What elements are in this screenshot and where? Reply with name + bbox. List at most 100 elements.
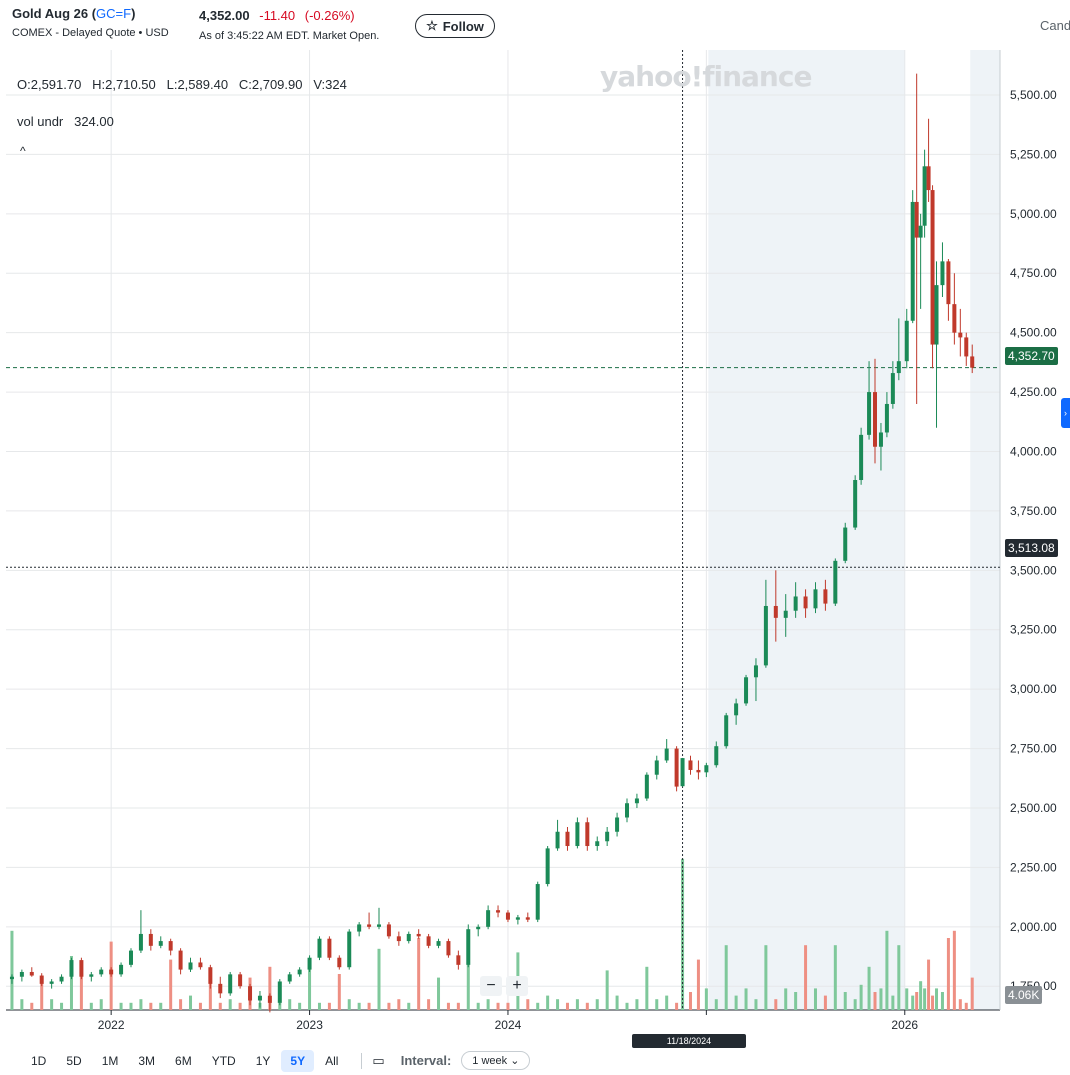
volume-bar xyxy=(159,1002,163,1010)
candle-body xyxy=(753,665,758,678)
exchange-info: COMEX - Delayed Quote • USD xyxy=(12,27,169,39)
volume-bar xyxy=(919,981,923,1010)
candle-body xyxy=(926,166,931,191)
volume-bar xyxy=(595,999,599,1010)
candle-body xyxy=(277,981,282,1003)
last-price: 4,352.00 xyxy=(199,8,250,23)
volume-bar xyxy=(688,992,692,1010)
watermark-logo: yahoo!finance xyxy=(600,60,812,93)
range-button-1y[interactable]: 1Y xyxy=(255,1053,271,1068)
range-button-1m[interactable]: 1M xyxy=(101,1053,119,1068)
range-button-1d[interactable]: 1D xyxy=(31,1053,47,1068)
candle-body xyxy=(565,831,570,847)
candle-body xyxy=(119,964,124,975)
range-toolbar: 1D 5D 1M 3M 6M YTD 1Y 5Y All ▭ Interval: 1 week … xyxy=(0,1046,1070,1075)
collapse-legend-button[interactable]: ^ xyxy=(20,144,26,158)
range-button-all[interactable]: All xyxy=(325,1053,339,1068)
y-tick-label: 5,500.00 xyxy=(1010,88,1057,102)
candle-body xyxy=(867,392,872,435)
volume-bar xyxy=(466,956,470,1010)
volume-bar xyxy=(129,1002,133,1010)
volume-bar xyxy=(635,999,639,1010)
y-tick-label: 3,250.00 xyxy=(1010,623,1057,637)
zoom-in-button[interactable]: + xyxy=(506,976,528,996)
volume-bar xyxy=(417,938,421,1010)
candle-body xyxy=(914,201,919,238)
volume-bar xyxy=(724,945,728,1010)
candle-body xyxy=(287,974,292,982)
candle-body xyxy=(946,261,951,305)
range-button-3m[interactable]: 3M xyxy=(138,1053,156,1068)
range-button-6m[interactable]: 6M xyxy=(175,1053,192,1068)
volume-bar xyxy=(605,970,609,1010)
volume-bar xyxy=(885,930,889,1010)
candle-body xyxy=(59,976,64,982)
volume-bar xyxy=(704,988,708,1010)
candle-body xyxy=(964,337,969,357)
volume-bar xyxy=(764,945,768,1010)
toolbar-divider xyxy=(361,1052,363,1069)
volume-bar xyxy=(317,1002,321,1010)
volume-bar xyxy=(873,992,877,1010)
follow-button[interactable]: ☆ Follow xyxy=(415,14,495,38)
volume-bar xyxy=(238,1002,242,1010)
volume-bar xyxy=(879,988,883,1010)
candle-body xyxy=(696,769,701,773)
shaded-range xyxy=(708,50,905,1010)
volume-bar xyxy=(60,1002,64,1010)
interval-select[interactable]: 1 week ⌄ xyxy=(461,1051,531,1070)
volume-bar xyxy=(89,1002,93,1010)
candle-body xyxy=(970,356,975,368)
volume-bar xyxy=(675,1002,679,1010)
y-tick-label: 4,750.00 xyxy=(1010,266,1057,280)
candle-body xyxy=(859,434,864,481)
candle-body xyxy=(878,432,883,447)
range-button-5y[interactable]: 5Y xyxy=(281,1049,315,1072)
volume-bar xyxy=(833,945,837,1010)
y-tick-label: 2,750.00 xyxy=(1010,742,1057,756)
volume-bar xyxy=(575,999,579,1010)
volume-bar xyxy=(357,1002,361,1010)
candle-body xyxy=(930,190,935,345)
candle-body xyxy=(446,941,451,956)
quote-header: Gold Aug 26 (GC=F) COMEX - Delayed Quote… xyxy=(0,0,1070,50)
volume-bar xyxy=(615,995,619,1010)
volume-bar xyxy=(288,999,292,1010)
candle-body xyxy=(148,933,153,946)
price-chart[interactable]: 1,750.002,000.002,250.002,500.002,750.00… xyxy=(0,0,1070,1050)
instrument-symbol[interactable]: GC=F xyxy=(96,6,132,21)
volume-bar xyxy=(169,959,173,1010)
calendar-icon[interactable]: ▭ xyxy=(372,1052,385,1068)
volume-bar xyxy=(744,988,748,1010)
volume-bar xyxy=(911,995,915,1010)
volume-bar xyxy=(754,999,758,1010)
volume-bar xyxy=(228,999,232,1010)
y-tick-label: 4,250.00 xyxy=(1010,385,1057,399)
candle-body xyxy=(714,746,719,766)
range-button-ytd[interactable]: YTD xyxy=(211,1053,236,1068)
candle-body xyxy=(376,924,381,927)
candle-body xyxy=(843,527,848,561)
candle-body xyxy=(198,962,203,968)
y-tick-label: 3,750.00 xyxy=(1010,504,1057,518)
candle-body xyxy=(466,929,471,965)
range-button-5d[interactable]: 5D xyxy=(66,1053,82,1068)
volume-bar xyxy=(486,999,490,1010)
zoom-out-button[interactable]: − xyxy=(480,976,502,996)
candle-body xyxy=(327,938,332,958)
candle-body xyxy=(257,995,262,1001)
volume-bar xyxy=(30,1002,34,1010)
volume-bar xyxy=(891,995,895,1010)
chart-type-selector[interactable]: Candle xyxy=(1040,18,1070,33)
candle-body xyxy=(783,610,788,618)
volume-bar xyxy=(347,999,351,1010)
side-panel-toggle[interactable]: › xyxy=(1061,398,1070,428)
candle-body xyxy=(49,981,54,984)
candle-body xyxy=(19,971,24,977)
volume-bar xyxy=(268,966,272,1010)
candle-body xyxy=(585,822,590,847)
follow-label: Follow xyxy=(442,18,484,34)
volume-bar xyxy=(935,988,939,1010)
candle-body xyxy=(476,926,481,930)
volume-bar xyxy=(905,988,909,1010)
